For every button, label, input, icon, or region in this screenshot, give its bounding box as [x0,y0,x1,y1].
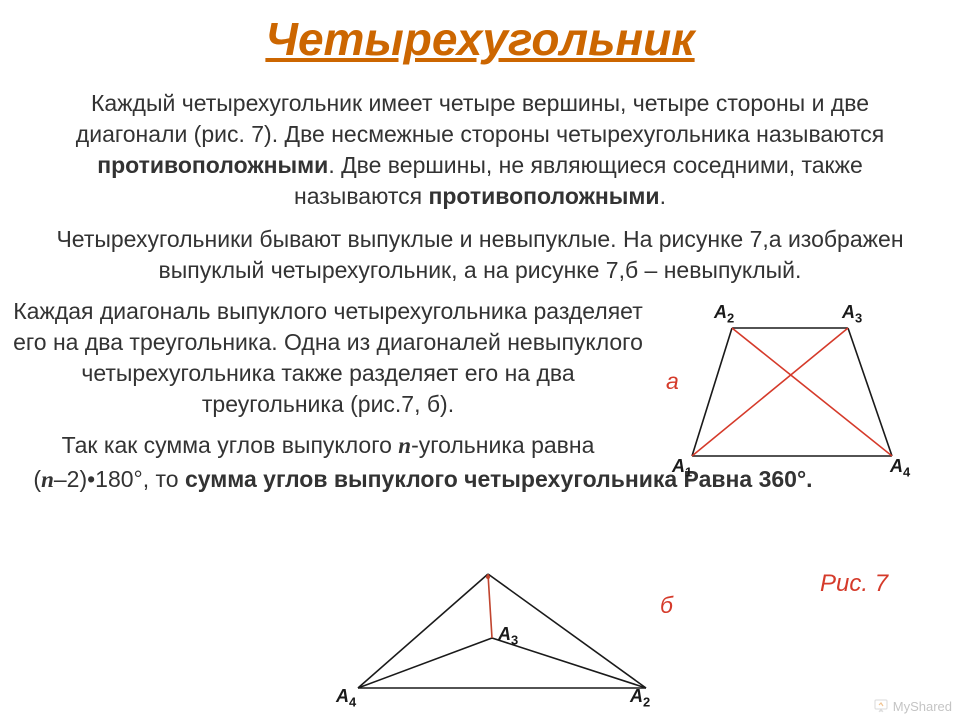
paragraph-2: Четырехугольники бывают выпуклые и невып… [20,224,940,286]
vertex-label-b-a2: А2 [630,686,650,710]
p1-text-c: . [660,183,666,209]
p1-text-a: Каждый четырехугольник имеет четыре верш… [76,90,884,147]
figure-caption: Рис. 7 [820,570,888,598]
figure-a: а А1 А2 А3 А4 [668,298,928,488]
presentation-icon [873,698,889,714]
vertex-label-a2: А2 [714,302,734,326]
p4-text-a: Так как сумма углов выпуклого [62,432,399,458]
figure-a-label: а [666,368,679,395]
p1-bold-2: противоположными [428,183,659,209]
paragraph-3: Каждая диагональ выпуклого четырехугольн… [8,296,648,420]
p5-n: п [41,467,54,492]
vertex-label-b-a4: А4 [336,686,356,710]
paragraph-4: Так как сумма углов выпуклого п-угольник… [8,430,648,461]
vertex-label-a3: А3 [842,302,862,326]
figure-b: б А3 А4 А2 [330,562,700,712]
figure-a-svg [668,298,928,488]
p5-text-b: –2)•180°, то [54,466,185,492]
p4-n: п [398,433,411,458]
figure-b-label: б [660,592,673,619]
watermark: MyShared [873,698,952,714]
p4-text-b: -угольника равна [411,432,594,458]
page-title: Четырехугольник [0,0,960,66]
p1-bold-1: противоположными [97,152,328,178]
slide: { "title": { "text": "Четырехугольник", … [0,0,960,720]
vertex-label-a4: А4 [890,456,910,480]
vertex-label-a1: А1 [672,456,692,480]
p5-text-a: ( [33,466,41,492]
watermark-text: MyShared [893,699,952,714]
vertex-label-b-a3: А3 [498,624,518,648]
paragraph-1: Каждый четырехугольник имеет четыре верш… [45,88,915,212]
